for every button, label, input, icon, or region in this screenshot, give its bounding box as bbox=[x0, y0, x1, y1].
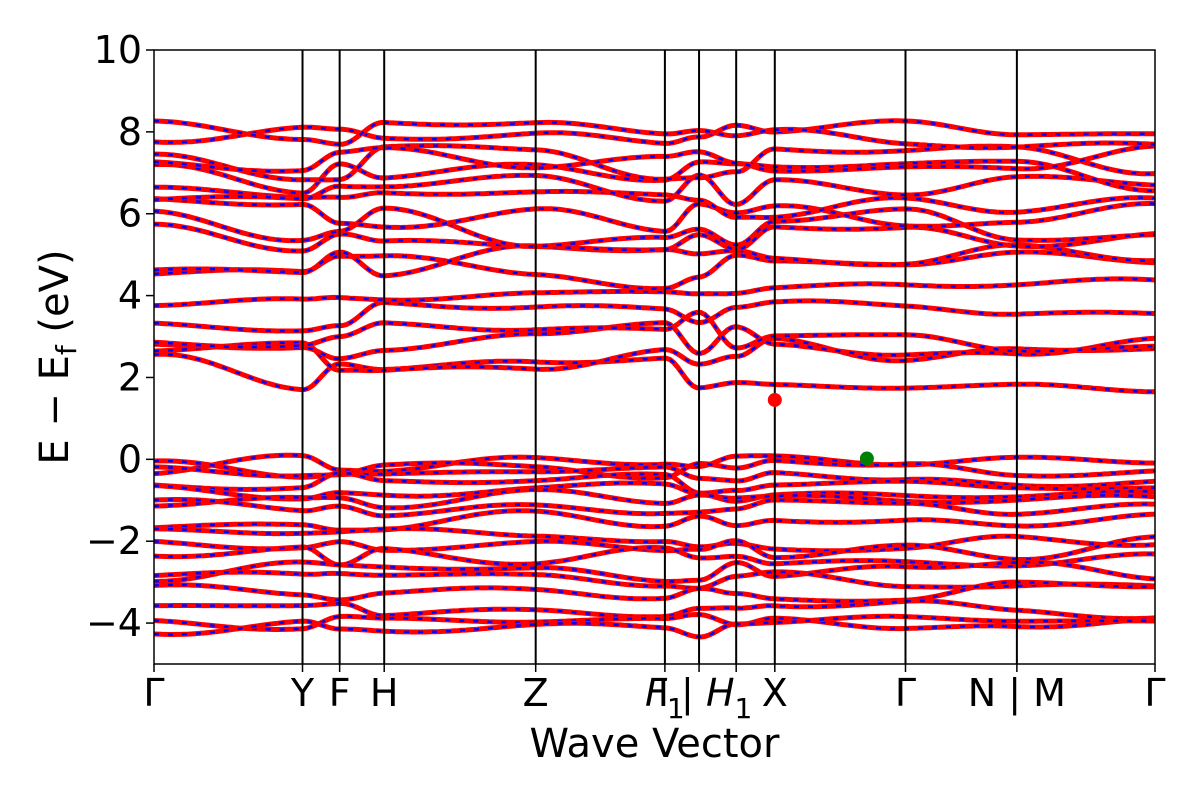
valence-band bbox=[154, 452, 1155, 477]
spin-down-line bbox=[154, 206, 1155, 248]
x-tick-label-h: H bbox=[370, 671, 399, 715]
spin-down-line bbox=[154, 321, 1155, 360]
y-tick-label: 8 bbox=[118, 110, 142, 154]
plot-frame bbox=[153, 49, 1156, 665]
valence-band bbox=[154, 470, 1155, 496]
y-tick-label: 4 bbox=[118, 274, 142, 318]
x-axis-ticks: Γ Y F H Z F1I | H1 X Γ N | M Γ bbox=[143, 664, 1166, 725]
spin-down-line bbox=[154, 311, 1155, 353]
conduction-band bbox=[154, 196, 1155, 234]
spin-down-line bbox=[154, 509, 1155, 532]
conduction-band bbox=[154, 118, 1155, 151]
vbm-marker bbox=[859, 451, 874, 466]
spin-down-line bbox=[154, 144, 1155, 182]
x-tick-label-n-m: N | M bbox=[968, 671, 1066, 716]
spin-down-line bbox=[154, 197, 1155, 233]
spin-down-line bbox=[154, 560, 1155, 583]
x-tick-label-i-h1: I | H1 bbox=[658, 671, 753, 725]
spin-down-line bbox=[154, 119, 1155, 150]
spin-up-line bbox=[154, 298, 1155, 334]
spin-down-line bbox=[154, 173, 1155, 206]
spin-up-line bbox=[154, 497, 1155, 519]
valence-band bbox=[154, 559, 1155, 584]
kpath-lines bbox=[301, 50, 1018, 664]
cbm-marker bbox=[767, 392, 782, 407]
y-tick-label: −4 bbox=[86, 601, 142, 645]
x-tick-label-gamma: Γ bbox=[143, 671, 164, 715]
x-tick-label-x: X bbox=[762, 671, 788, 715]
conduction-band bbox=[154, 320, 1155, 362]
conduction-band bbox=[154, 118, 1155, 146]
y-tick-label: 0 bbox=[118, 437, 142, 481]
conduction-band bbox=[154, 351, 1155, 395]
spin-down-line bbox=[154, 299, 1155, 333]
y-axis-title-main: E − E bbox=[32, 355, 78, 465]
conduction-band bbox=[154, 205, 1155, 249]
spin-down-line bbox=[154, 243, 1155, 278]
spin-down-line bbox=[154, 222, 1155, 253]
conduction-band bbox=[154, 172, 1155, 208]
spin-down-line bbox=[154, 535, 1155, 561]
spin-down-line bbox=[154, 337, 1155, 372]
spin-down-line bbox=[154, 471, 1155, 495]
conduction-band bbox=[154, 298, 1155, 334]
valence-band bbox=[154, 497, 1155, 519]
x-tick-label-f1: F1 bbox=[645, 671, 685, 725]
spin-up-line bbox=[154, 196, 1155, 234]
spin-down-line bbox=[154, 615, 1155, 639]
spin-down-line bbox=[154, 185, 1155, 219]
spin-down-line bbox=[154, 488, 1155, 510]
spin-up-line bbox=[154, 526, 1155, 554]
x-axis-title: Wave Vector bbox=[530, 721, 781, 767]
band-extrema bbox=[767, 392, 874, 466]
valence-band bbox=[154, 526, 1155, 554]
y-axis-ticks: −4 −2 0 2 4 6 8 10 bbox=[86, 28, 154, 645]
spin-down-line bbox=[154, 580, 1155, 603]
valence-band bbox=[154, 534, 1155, 562]
y-tick-label: 10 bbox=[94, 28, 142, 72]
y-axis-title-unit: (eV) bbox=[32, 249, 78, 345]
spin-down-line bbox=[154, 144, 1155, 173]
valence-band bbox=[154, 464, 1155, 489]
conduction-band bbox=[154, 276, 1155, 309]
valence-band bbox=[154, 486, 1155, 511]
spin-up-line bbox=[154, 464, 1155, 489]
y-tick-label: −2 bbox=[86, 519, 142, 563]
spin-up-line bbox=[154, 351, 1155, 395]
x-tick-label-y: Y bbox=[290, 671, 315, 715]
spin-down-line bbox=[154, 119, 1155, 145]
conduction-band bbox=[154, 143, 1155, 174]
spin-down-line bbox=[154, 545, 1155, 568]
plot-area bbox=[154, 118, 1155, 640]
x-tick-label-gamma-2: Γ bbox=[895, 671, 916, 715]
y-tick-label: 6 bbox=[118, 192, 142, 236]
x-tick-label-z: Z bbox=[523, 671, 549, 715]
x-tick-label-gamma-3: Γ bbox=[1144, 671, 1165, 715]
y-tick-label: 2 bbox=[118, 355, 142, 399]
conduction-band bbox=[154, 309, 1155, 354]
conduction-band bbox=[154, 184, 1155, 220]
conduction-band bbox=[154, 221, 1155, 254]
valence-band bbox=[154, 579, 1155, 604]
spin-up-line bbox=[154, 276, 1155, 309]
valence-band bbox=[154, 613, 1155, 640]
spin-up-line bbox=[154, 486, 1155, 511]
valence-band bbox=[154, 508, 1155, 533]
spin-down-line bbox=[154, 453, 1155, 475]
y-axis-title: E − Ef (eV) bbox=[32, 249, 83, 464]
x-tick-label-f: F bbox=[329, 671, 351, 715]
y-axis-title-sub: f bbox=[50, 344, 83, 355]
